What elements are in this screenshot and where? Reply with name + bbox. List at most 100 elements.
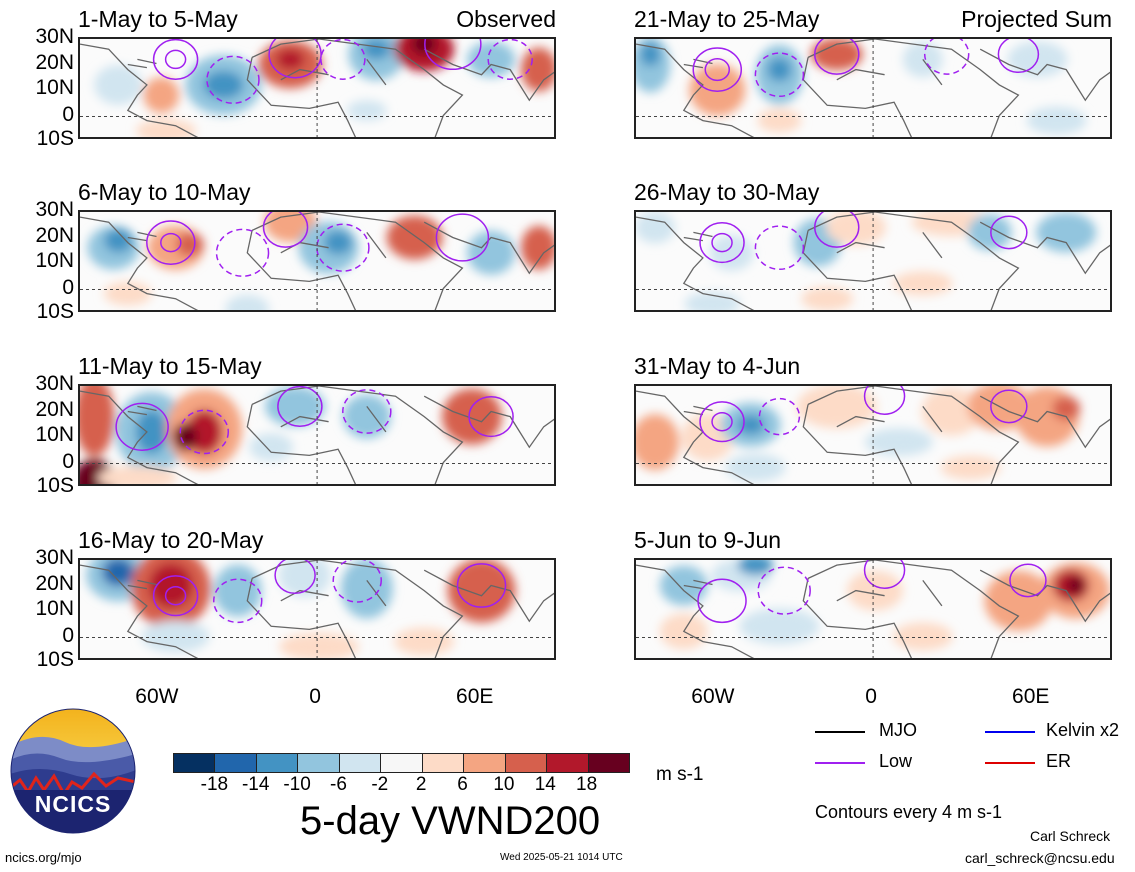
panel-title: 11-May to 15-May [78,353,262,379]
anomaly-shading [80,386,115,457]
longitude-label: 60W [135,685,179,708]
low-contour [863,386,906,415]
coastline [874,560,1020,658]
coastline [636,43,755,137]
footer-url[interactable]: ncics.org/mjo [5,850,82,865]
colorbar [173,753,630,773]
colorbar-swatch [422,754,465,772]
anomaly-shading [810,39,863,71]
low-contour [814,39,860,75]
anomaly-shading [737,560,774,576]
footer-timestamp: Wed 2025-05-21 1014 UTC [500,852,623,863]
map-panel [634,558,1112,660]
coastline [979,395,1110,449]
coastline [636,564,755,658]
coastline [80,390,199,484]
legend-line-low [815,762,865,764]
low-contour [332,560,382,603]
anomaly-shading [467,230,516,275]
colorbar-tick-label: 6 [457,774,468,795]
anomaly-shading [276,49,305,70]
low-contour [863,560,906,589]
legend-line-er [985,762,1035,764]
anomaly-shading [892,271,953,296]
coastline [979,221,1110,275]
latitude-label: 10N [35,249,74,272]
footer-email[interactable]: carl_schreck@ncsu.edu [965,850,1115,866]
coastline [246,230,357,310]
low-contour [990,389,1028,424]
anomaly-shading [136,118,197,137]
low-contour [179,409,230,455]
anomaly-shading [847,570,903,611]
coastline [636,216,755,310]
anomaly-shading [342,394,391,439]
anomaly-shading [102,560,135,587]
map-canvas [636,386,1110,484]
panel-title: 21-May to 25-May [634,6,820,32]
low-contour [164,49,187,70]
anomaly-shading [984,570,1053,631]
colorbar-swatch [464,754,506,772]
map-panel [634,37,1112,139]
coastline [80,216,199,310]
anomaly-shading [143,77,180,114]
low-contour [704,58,731,82]
colorbar-swatch [339,754,382,772]
logo-text: NCICS [34,791,112,817]
low-contour [754,52,805,98]
anomaly-shading [467,41,516,78]
anomaly-shading [148,563,193,608]
low-contour [814,212,860,248]
panel-corner-label: Projected Sum [961,6,1112,32]
latitude-label: 20N [35,223,74,247]
latitude-label: 10S [36,127,74,150]
coastline [802,404,913,484]
anomaly-shading [767,57,792,82]
longitude-label: 60W [691,685,735,708]
low-contour [160,232,182,253]
map-canvas [636,212,1110,310]
coastline [807,39,876,58]
coastline [807,212,876,231]
anomaly-shading [94,64,143,105]
legend-label-er: ER [1046,751,1072,771]
coastline [874,386,1020,484]
latitude-label: 10S [36,648,74,671]
anomaly-shading [659,565,708,606]
coastline [127,405,157,416]
legend-line-kelvin [985,731,1035,733]
coastline [807,560,876,579]
coastline [423,395,554,449]
longitude-label: 0 [865,685,877,708]
low-contour [435,213,490,262]
anomaly-shading [441,388,502,445]
latitude-label: 10N [35,76,74,99]
low-contour [699,222,745,264]
colorbar-units: m s-1 [656,764,704,785]
coastline [423,221,554,275]
coastline [246,578,357,658]
footer-author: Carl Schreck [1030,828,1111,844]
colorbar-tick-label: -6 [330,774,347,795]
low-contour [699,401,745,443]
panel-title: 6-May to 10-May [78,179,251,205]
anomaly-shading [892,622,953,651]
colorbar-tick-label: 10 [493,774,515,795]
map-canvas [636,39,1110,137]
coastline [246,404,357,484]
low-contour [711,411,733,432]
coastline [127,579,157,590]
coastline [80,43,199,137]
colorbar-swatch [505,754,548,772]
latitude-label: 30N [35,372,74,395]
low-contour [212,578,263,624]
low-contour [152,39,199,80]
latitude-label: 10S [36,300,74,323]
coastline [836,232,943,259]
coastline [874,212,1020,310]
anomaly-shading [135,409,168,454]
legend: MJO Kelvin x2 Low ER [815,718,1135,788]
panel-title: 16-May to 20-May [78,527,264,553]
coastline [127,231,157,242]
